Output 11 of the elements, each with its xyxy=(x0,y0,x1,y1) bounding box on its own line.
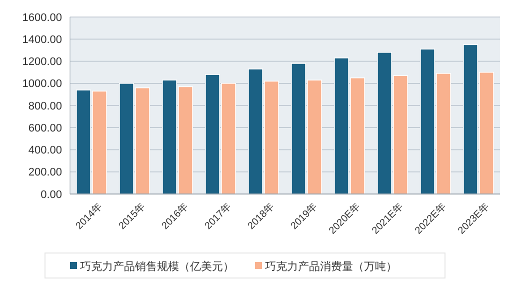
legend-label: 巧克力产品消费量（万吨） xyxy=(265,260,397,273)
y-tick-label: 600.00 xyxy=(28,122,62,134)
y-tick-label: 800.00 xyxy=(28,100,62,112)
y-tick-label: 1200.00 xyxy=(22,56,62,68)
y-tick-label: 1000.00 xyxy=(22,78,62,90)
y-tick-label: 400.00 xyxy=(28,144,62,157)
y-tick-label: 0.00 xyxy=(40,188,62,201)
y-tick-label: 1600.00 xyxy=(22,12,62,24)
legend-label: 巧克力产品销售规模（亿美元） xyxy=(80,260,234,273)
y-tick-label: 1400.00 xyxy=(22,34,62,46)
y-tick-label: 200.00 xyxy=(28,166,62,179)
